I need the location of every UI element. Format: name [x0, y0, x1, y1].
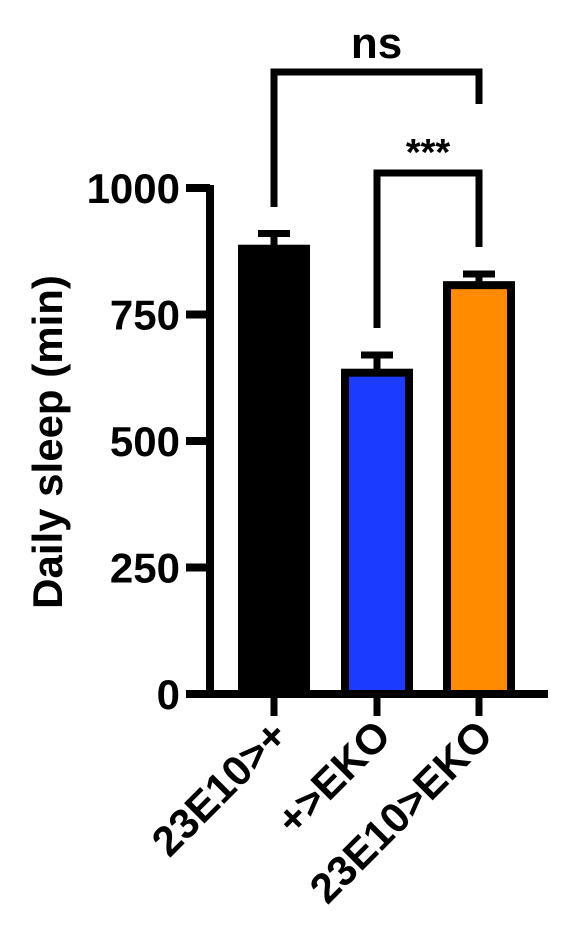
significance-bracket	[270, 68, 483, 207]
y-tick-label: 750	[110, 292, 180, 339]
bar	[238, 244, 310, 698]
bar	[341, 368, 413, 698]
y-tick-label: 500	[110, 418, 180, 465]
significance-bracket	[373, 169, 483, 328]
x-tick-label: 23E10>+	[143, 711, 297, 865]
y-tick-label: 0	[157, 671, 180, 718]
y-tick-label: 250	[110, 545, 180, 592]
y-tick-label: 1000	[87, 165, 180, 212]
y-axis-label: Daily sleep (min)	[24, 275, 71, 609]
significance-label: ns	[351, 19, 402, 68]
bar	[443, 281, 515, 698]
significance-label: ***	[406, 132, 451, 174]
